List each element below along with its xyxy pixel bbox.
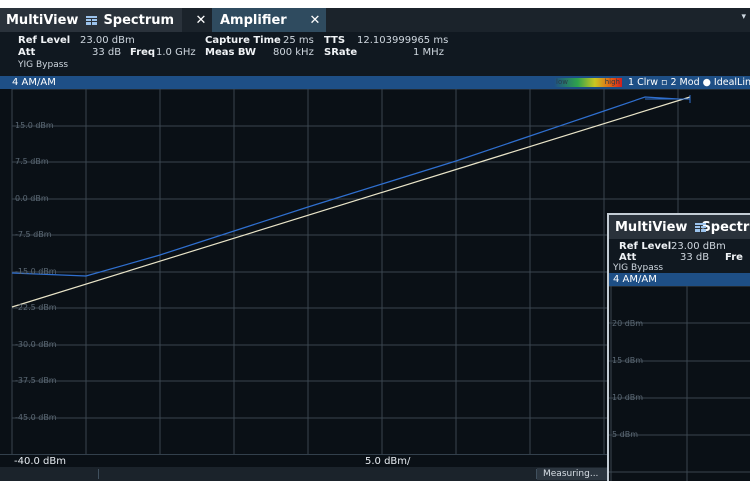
overlay-att-label: Att — [619, 252, 637, 263]
app-window: MultiView Spectrum ✕ Amplifier ✕ ▾ Ref L… — [0, 8, 750, 481]
trace-1-measured — [11, 96, 679, 277]
overlay-ref-level-value[interactable]: 23.00 dBm — [671, 241, 726, 252]
measuring-status: Measuring... — [537, 468, 613, 480]
overlay-y-axis-label: 5 dBm — [612, 430, 638, 439]
overlay-freq-label: Fre — [725, 252, 743, 263]
window-title: 4 AM/AM — [12, 77, 56, 88]
srate-value[interactable]: 1 MHz — [413, 47, 444, 58]
status-segment[interactable] — [100, 469, 537, 479]
chevron-down-icon[interactable]: ▾ — [741, 12, 746, 22]
trace-3-ideal-line — [11, 96, 691, 308]
tab-multiview-label: MultiView — [6, 12, 79, 28]
measurement-info-panel: Ref Level 23.00 dBm Att 33 dB Freq 1.0 G… — [0, 32, 750, 76]
y-axis-label: 15.0 dBm — [15, 121, 54, 130]
spectrum-close-icon[interactable]: ✕ — [195, 12, 207, 28]
am-am-plot[interactable]: 15.0 dBm 7.5 dBm 0.0 dBm -7.5 dBm -15.0 … — [0, 89, 750, 454]
y-axis-label: -22.5 dBm — [15, 303, 57, 312]
x-scale-start: -40.0 dBm — [14, 456, 67, 467]
overlay-y-axis-label: 10 dBm — [612, 393, 644, 402]
ref-level-value[interactable]: 23.00 dBm — [80, 35, 135, 46]
gradient-low-label: low — [556, 78, 568, 86]
x-scale-per-division: 5.0 dBm/ — [365, 456, 411, 467]
color-scale-gradient: low high — [554, 78, 622, 87]
capture-time-label: Capture Time — [205, 35, 281, 46]
overlay-info-panel: Ref Level 23.00 dBm Att 33 dB Fre YIG By… — [609, 239, 750, 273]
y-axis-label: -15.0 dBm — [15, 267, 57, 276]
y-axis-label: -37.5 dBm — [15, 376, 57, 385]
overlay-y-axis-label: 20 dBm — [612, 319, 644, 328]
srate-label: SRate — [324, 47, 358, 58]
tab-bar: MultiView Spectrum ✕ Amplifier ✕ ▾ — [0, 8, 750, 32]
overlay-plot[interactable]: 20 dBm 15 dBm 10 dBm 5 dBm — [609, 285, 750, 481]
yig-bypass-label: YIG Bypass — [18, 60, 69, 70]
freq-label: Freq — [130, 47, 156, 58]
tab-amplifier-label: Amplifier — [220, 12, 287, 28]
overlay-window-title: 4 AM/AM — [613, 274, 657, 285]
overlay-yig-bypass-label: YIG Bypass — [613, 263, 664, 273]
y-axis-label: -30.0 dBm — [15, 340, 57, 349]
gradient-high-label: high — [604, 78, 620, 86]
overlay-tab-multiview-label: MultiView — [615, 219, 688, 235]
status-segment[interactable] — [0, 469, 99, 479]
att-label: Att — [18, 47, 36, 58]
y-axis-label: 0.0 dBm — [15, 194, 49, 203]
freq-value[interactable]: 1.0 GHz — [156, 47, 196, 58]
att-value[interactable]: 33 dB — [92, 47, 122, 58]
tab-spectrum-label[interactable]: Spectrum — [103, 12, 175, 28]
overlay-ref-level-label: Ref Level — [619, 241, 672, 252]
overlay-tab-spectrum-label[interactable]: Spectru — [701, 219, 750, 235]
overlay-y-axis-label: 15 dBm — [612, 356, 644, 365]
overlay-plot-grid — [609, 285, 750, 481]
plot-grid — [11, 89, 750, 454]
y-axis-label: 7.5 dBm — [15, 157, 49, 166]
y-axis-label: -45.0 dBm — [15, 413, 57, 422]
capture-time-value[interactable]: 25 ms — [283, 35, 314, 46]
meas-bw-value[interactable]: 800 kHz — [273, 47, 314, 58]
meas-bw-label: Meas BW — [205, 47, 257, 58]
tts-label: TTS — [324, 35, 346, 46]
trace-legend: 1 Clrw ▫ 2 Mod ● IdealLine — [628, 77, 750, 88]
overlay-tab-bar: MultiView Spectru — [609, 215, 750, 239]
overlay-window-title-bar[interactable]: 4 AM/AM — [609, 273, 750, 286]
window-title-bar[interactable]: 4 AM/AM low high 1 Clrw ▫ 2 Mod ● IdealL… — [0, 76, 750, 89]
tab-multiview[interactable]: MultiView Spectrum — [0, 8, 182, 32]
y-axis-label: -7.5 dBm — [15, 230, 52, 239]
x-scale-row: -40.0 dBm 5.0 dBm/ — [0, 454, 750, 468]
status-bar: Measuring... — [0, 467, 750, 481]
amplifier-close-icon[interactable]: ✕ — [309, 12, 321, 28]
multiview-grid-icon — [86, 15, 98, 25]
overlay-window: MultiView Spectru Ref Level 23.00 dBm At… — [607, 213, 750, 481]
ref-level-label: Ref Level — [18, 35, 71, 46]
overlay-att-value[interactable]: 33 dB — [680, 252, 710, 263]
overlay-tab-multiview[interactable]: MultiView Spectru — [609, 215, 750, 239]
tab-amplifier[interactable]: Amplifier — [212, 8, 326, 32]
tts-value[interactable]: 12.103999965 ms — [357, 35, 449, 46]
